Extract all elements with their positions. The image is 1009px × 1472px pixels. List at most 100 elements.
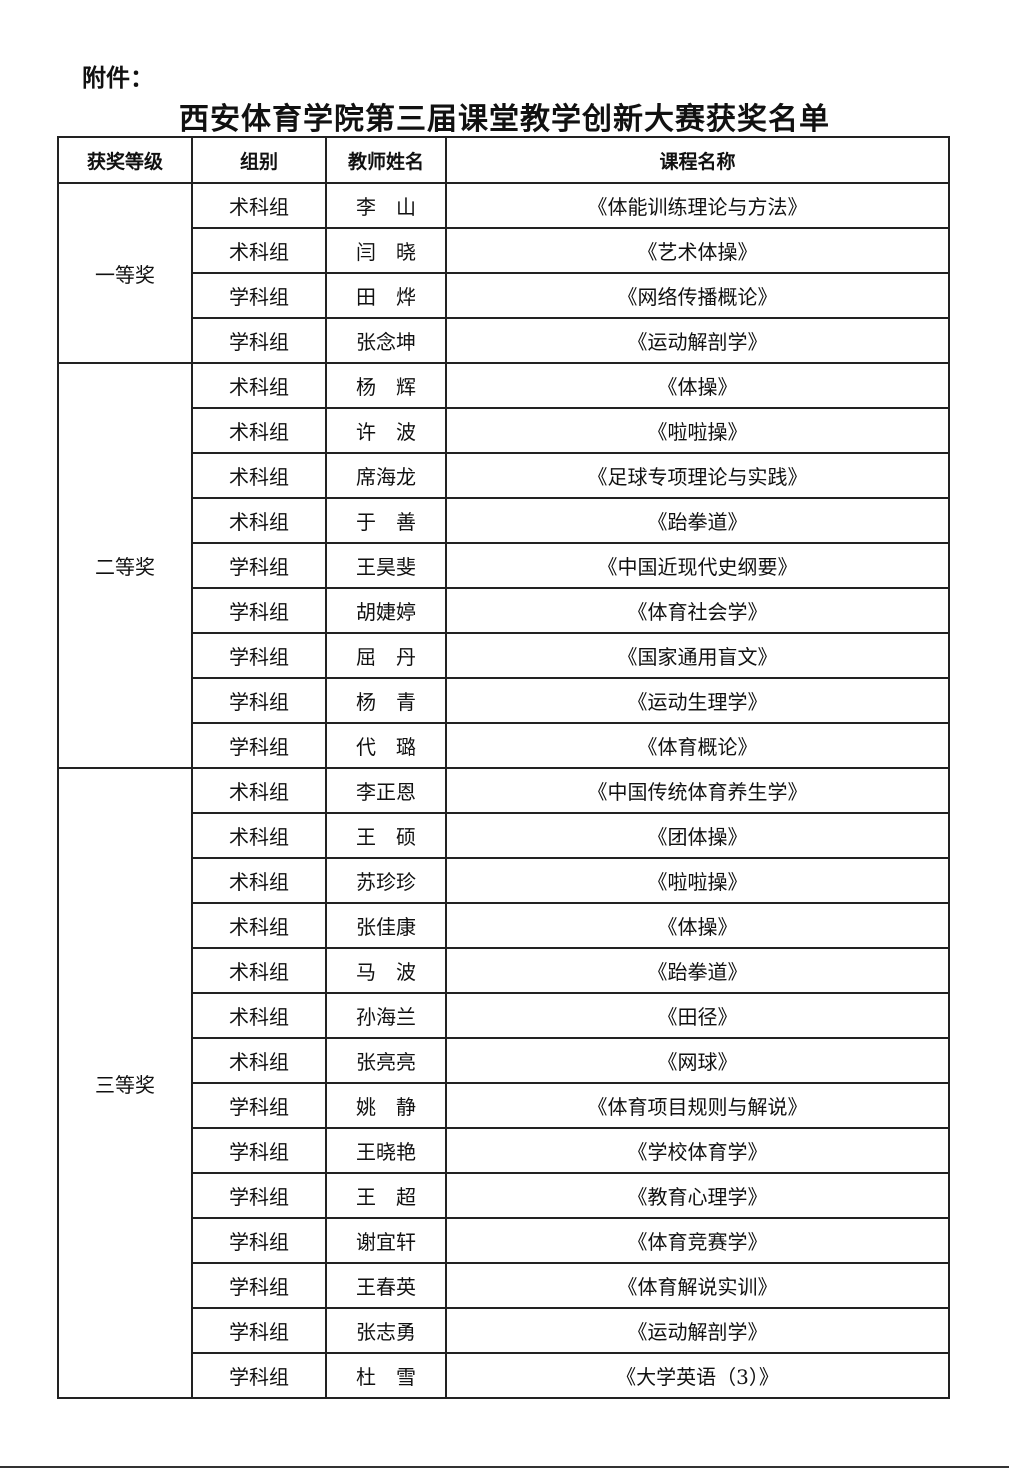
group-cell: 学科组 [191,1217,327,1264]
group-cell: 学科组 [191,632,327,679]
course-cell: 《运动解剖学》 [445,317,950,364]
table-row: 术科组马 波《跆拳道》 [58,947,950,994]
group-cell: 术科组 [191,902,327,949]
group-cell: 学科组 [191,272,327,319]
header-group: 组别 [191,136,327,184]
table-row: 学科组代 璐《体育概论》 [58,722,950,769]
table-row: 术科组闫 晓《艺术体操》 [58,227,950,274]
group-cell: 学科组 [191,317,327,364]
group-cell: 学科组 [191,1352,327,1399]
award-level-cell: 二等奖 [57,362,193,769]
teacher-cell: 孙海兰 [325,992,447,1039]
header-level: 获奖等级 [57,136,193,184]
header-course: 课程名称 [445,136,950,184]
course-cell: 《体能训练理论与方法》 [445,182,950,229]
course-cell: 《团体操》 [445,812,950,859]
group-cell: 学科组 [191,542,327,589]
teacher-cell: 张佳康 [325,902,447,949]
table-row: 术科组 孙海兰 《田径》 [58,992,950,1039]
teacher-cell: 张志勇 [325,1307,447,1354]
course-cell: 《体育社会学》 [445,587,950,634]
teacher-cell: 谢宜轩 [325,1217,447,1264]
header-teacher: 教师姓名 [325,136,447,184]
group-cell: 术科组 [191,452,327,499]
table-row: 术科组许 波《啦啦操》 [58,407,950,454]
group-cell: 学科组 [191,1127,327,1174]
group-cell: 术科组 [191,1037,327,1084]
award-level-cell: 三等奖 [57,767,193,1399]
teacher-cell: 张亮亮 [325,1037,447,1084]
course-cell: 《足球专项理论与实践》 [445,452,950,499]
group-cell: 术科组 [191,182,327,229]
table-row: 学科组王 超《教育心理学》 [58,1172,950,1219]
group-cell: 学科组 [191,677,327,724]
title-text: 西安体育学院第三届课堂教学创新大赛获奖名单 [179,102,830,137]
table-row: 术科组 苏珍珍 《啦啦操》 [58,857,950,904]
teacher-cell: 田 烨 [325,272,447,319]
teacher-cell: 杨 辉 [325,362,447,409]
teacher-cell: 屈 丹 [325,632,447,679]
course-cell: 《国家通用盲文》 [445,632,950,679]
course-cell: 《学校体育学》 [445,1127,950,1174]
teacher-cell: 闫 晓 [325,227,447,274]
award-table: 获奖等级 组别 教师姓名 课程名称 一等奖 术科组李 山《体能训练理论与方法》 术科… [57,136,950,1399]
course-cell: 《跆拳道》 [445,497,950,544]
table-row: 学科组 王晓艳 《学校体育学》 [58,1127,950,1174]
group-cell: 术科组 [191,857,327,904]
group-cell: 学科组 [191,1307,327,1354]
group-cell: 学科组 [191,587,327,634]
teacher-cell: 杜 雪 [325,1352,447,1399]
table-row: 术科组王 硕《团体操》 [58,812,950,859]
course-cell: 《体操》 [445,362,950,409]
table-row: 术科组于 善《跆拳道》 [58,497,950,544]
course-cell: 《大学英语（3）》 [445,1352,950,1399]
teacher-cell: 李 山 [325,182,447,229]
teacher-cell: 代 璐 [325,722,447,769]
table-row: 学科组 王昊斐 《中国近现代史纲要》 [58,542,950,589]
group-cell: 学科组 [191,1172,327,1219]
course-cell: 《网球》 [445,1037,950,1084]
group-cell: 术科组 [191,407,327,454]
teacher-cell: 李正恩 [325,767,447,814]
table-row: 学科组杨 青《运动生理学》 [58,677,950,724]
teacher-cell: 胡婕婷 [325,587,447,634]
group-cell: 学科组 [191,1082,327,1129]
course-cell: 《体育竞赛学》 [445,1217,950,1264]
table-row: 术科组 张亮亮 《网球》 [58,1037,950,1084]
teacher-cell: 席海龙 [325,452,447,499]
teacher-cell: 王 硕 [325,812,447,859]
group-cell: 术科组 [191,767,327,814]
group-cell: 术科组 [191,947,327,994]
course-cell: 《中国传统体育养生学》 [445,767,950,814]
table-row: 学科组 谢宜轩 《体育竞赛学》 [58,1217,950,1264]
teacher-cell: 姚 静 [325,1082,447,1129]
document-title: 西安体育学院第三届课堂教学创新大赛获奖名单 [0,94,1009,138]
table-row: 学科组姚 静《体育项目规则与解说》 [58,1082,950,1129]
course-cell: 《运动解剖学》 [445,1307,950,1354]
table-row: 术科组 席海龙 《足球专项理论与实践》 [58,452,950,499]
course-cell: 《体育项目规则与解说》 [445,1082,950,1129]
course-cell: 《跆拳道》 [445,947,950,994]
table-row: 三等奖 术科组 李正恩 《中国传统体育养生学》 [57,767,950,1399]
attachment-label: 附件： [82,64,154,92]
table-row: 学科组 张志勇 《运动解剖学》 [58,1307,950,1354]
group-cell: 术科组 [191,992,327,1039]
group-cell: 术科组 [191,812,327,859]
page-bottom-rule [0,1466,1009,1468]
course-cell: 《啦啦操》 [445,857,950,904]
teacher-cell: 许 波 [325,407,447,454]
course-cell: 《运动生理学》 [445,677,950,724]
table-row: 学科组 张念坤 《运动解剖学》 [58,317,950,364]
teacher-cell: 杨 青 [325,677,447,724]
table-row: 学科组杜 雪《大学英语（3）》 [58,1352,950,1399]
course-cell: 《艺术体操》 [445,227,950,274]
group-cell: 术科组 [191,362,327,409]
course-cell: 《体操》 [445,902,950,949]
teacher-cell: 马 波 [325,947,447,994]
table-body: 一等奖 术科组李 山《体能训练理论与方法》 术科组闫 晓《艺术体操》 学科组田 烨《网… [57,182,950,1399]
teacher-cell: 王晓艳 [325,1127,447,1174]
course-cell: 《田径》 [445,992,950,1039]
table-row: 一等奖 术科组李 山《体能训练理论与方法》 [57,182,950,364]
teacher-cell: 张念坤 [325,317,447,364]
course-cell: 《体育解说实训》 [445,1262,950,1309]
